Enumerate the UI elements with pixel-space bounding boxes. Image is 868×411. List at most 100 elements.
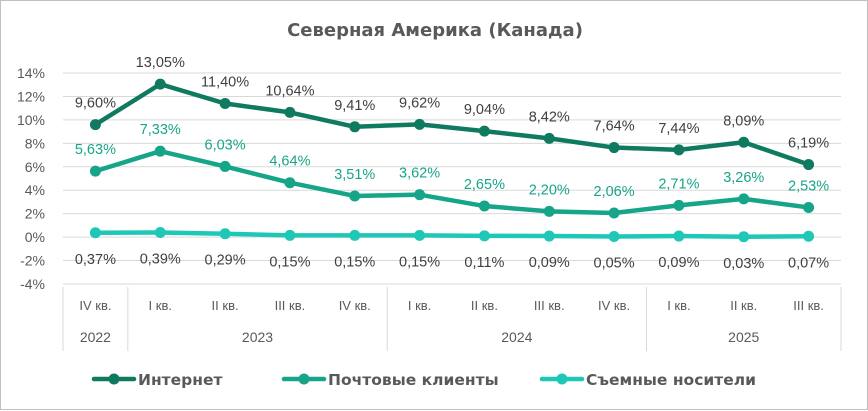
chart-title: Северная Америка (Канада) (287, 20, 583, 41)
data-label: 0,07% (788, 255, 829, 271)
data-label: 2,06% (594, 184, 635, 200)
data-point (349, 121, 361, 133)
data-point (478, 230, 490, 242)
legend-swatch-marker (298, 373, 310, 385)
data-label: 2,20% (529, 182, 570, 198)
x-tick-label: III кв. (275, 298, 306, 313)
data-point (478, 200, 490, 212)
y-tick-label: 4% (25, 182, 45, 198)
x-tick-label: IV кв. (598, 298, 630, 313)
x-tick-label: II кв. (212, 298, 239, 313)
data-label: 2,71% (658, 176, 699, 192)
data-label: 10,64% (265, 83, 314, 99)
data-label: 9,04% (464, 102, 505, 118)
data-point (89, 119, 101, 131)
data-label: 0,39% (140, 252, 181, 268)
data-point (284, 229, 296, 241)
data-label: 0,09% (658, 255, 699, 271)
legend-item: Почтовые клиенты (281, 371, 499, 389)
data-point (738, 231, 750, 243)
year-group-label: 2023 (242, 329, 273, 345)
data-label: 3,26% (723, 170, 764, 186)
data-point (349, 229, 361, 241)
series-group: 9,60% 13,05% 11,40% 10,64% 9,41% 9,62% 9,04% 8,… (75, 55, 829, 272)
data-label: 5,63% (75, 142, 116, 158)
data-label: 0,15% (399, 254, 440, 270)
y-tick-label: 10% (17, 112, 45, 128)
data-label: 8,42% (529, 109, 570, 125)
y-tick-label: 14% (17, 65, 45, 81)
data-label: 7,44% (658, 121, 699, 137)
data-point (543, 205, 555, 217)
y-tick-label: -4% (20, 276, 45, 292)
data-point (154, 227, 166, 239)
y-tick-label: -2% (20, 253, 45, 269)
data-label: 0,15% (334, 254, 375, 270)
data-label: 3,62% (399, 166, 440, 182)
y-tick-label: 12% (17, 88, 45, 104)
data-label: 11,40% (201, 74, 249, 90)
x-tick-label: I кв. (149, 298, 172, 313)
data-point (219, 228, 231, 240)
legend-label: Интернет (138, 371, 222, 389)
data-label: 7,64% (594, 119, 635, 135)
data-point (219, 160, 231, 172)
legend-label: Съемные носители (586, 371, 756, 389)
y-tick-label: 8% (25, 135, 45, 151)
data-point (89, 165, 101, 177)
data-point (543, 230, 555, 242)
data-label: 9,41% (334, 98, 375, 114)
data-point (543, 132, 555, 144)
legend-item: Интернет (91, 371, 222, 389)
legend-swatch-marker (108, 373, 120, 385)
x-tick-label: III кв. (534, 298, 565, 313)
data-point (349, 190, 361, 202)
series-line (93, 148, 811, 216)
x-tick-label: IV кв. (339, 298, 371, 313)
series-2: 5,63% 7,33% 6,03% 4,64% 3,51% 3,62% 2,65% 2,20%… (75, 122, 829, 219)
data-label: 2,65% (464, 177, 505, 193)
data-label: 0,11% (464, 255, 504, 271)
data-label: 0,29% (205, 253, 246, 269)
data-label: 13,05% (136, 55, 185, 71)
data-point (803, 201, 815, 213)
x-tick-label: II кв. (730, 298, 757, 313)
data-label: 4,64% (269, 154, 310, 170)
series-line (93, 81, 811, 167)
data-point (478, 125, 490, 137)
data-point (803, 230, 815, 242)
year-group-label: 2024 (501, 329, 532, 345)
y-axis: 14% 12% 10% 8% 6% 4% 2% 0% -2% -4% (17, 65, 45, 292)
y-tick-label: 0% (25, 229, 45, 245)
data-point (154, 78, 166, 90)
series-1: 9,60% 13,05% 11,40% 10,64% 9,41% 9,62% 9,04% 8,… (75, 55, 829, 171)
data-point (673, 144, 685, 156)
series-3: 0,37% 0,39% 0,29% 0,15% 0,15% 0,15% 0,11% 0,09%… (75, 227, 829, 272)
data-point (284, 106, 296, 118)
x-tick-label: III кв. (793, 298, 824, 313)
legend-item: Съемные носители (539, 371, 756, 389)
data-point (219, 97, 231, 109)
data-label: 0,37% (75, 252, 116, 268)
data-label: 8,09% (723, 113, 764, 129)
data-point (608, 231, 620, 243)
x-axis: IV кв. I кв. II кв. III кв. IV кв. I кв. II кв… (62, 287, 842, 351)
data-label: 6,19% (788, 136, 829, 152)
data-label: 0,15% (269, 254, 310, 270)
series-line (93, 230, 811, 240)
data-point (608, 142, 620, 154)
x-tick-label: I кв. (667, 298, 690, 313)
data-label: 3,51% (334, 167, 375, 183)
x-tick-label: IV кв. (79, 298, 111, 313)
data-point (414, 229, 426, 241)
data-label: 2,53% (788, 178, 829, 194)
data-label: 0,05% (594, 256, 635, 272)
y-tick-label: 2% (25, 206, 45, 222)
data-point (414, 118, 426, 130)
data-label: 9,62% (399, 95, 440, 111)
data-label: 9,60% (75, 96, 116, 112)
data-label: 7,33% (140, 122, 181, 138)
year-group-label: 2025 (728, 329, 759, 345)
